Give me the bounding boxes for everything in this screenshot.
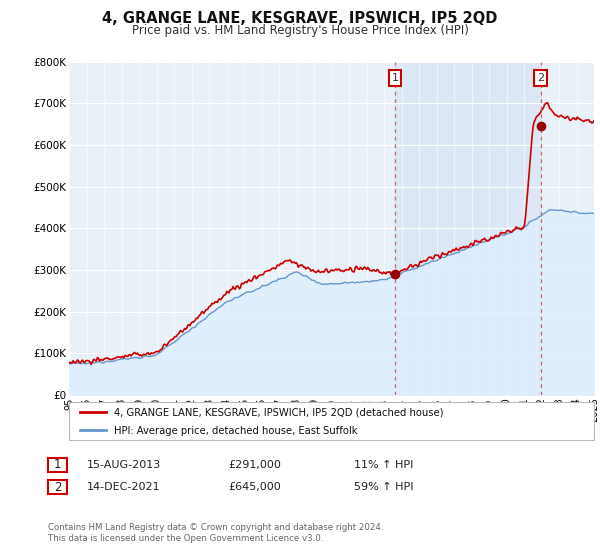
Text: 1: 1 <box>54 458 61 472</box>
Text: 59% ↑ HPI: 59% ↑ HPI <box>354 482 413 492</box>
Text: 4, GRANGE LANE, KESGRAVE, IPSWICH, IP5 2QD (detached house): 4, GRANGE LANE, KESGRAVE, IPSWICH, IP5 2… <box>113 408 443 418</box>
Text: This data is licensed under the Open Government Licence v3.0.: This data is licensed under the Open Gov… <box>48 534 323 543</box>
Bar <box>395 62 541 395</box>
Text: Contains HM Land Registry data © Crown copyright and database right 2024.: Contains HM Land Registry data © Crown c… <box>48 523 383 532</box>
Text: 11% ↑ HPI: 11% ↑ HPI <box>354 460 413 470</box>
Text: £645,000: £645,000 <box>228 482 281 492</box>
Text: 15-AUG-2013: 15-AUG-2013 <box>87 460 161 470</box>
Text: Price paid vs. HM Land Registry's House Price Index (HPI): Price paid vs. HM Land Registry's House … <box>131 24 469 36</box>
Text: 4, GRANGE LANE, KESGRAVE, IPSWICH, IP5 2QD: 4, GRANGE LANE, KESGRAVE, IPSWICH, IP5 2… <box>103 11 497 26</box>
Text: 2: 2 <box>537 73 544 83</box>
Text: HPI: Average price, detached house, East Suffolk: HPI: Average price, detached house, East… <box>113 426 357 436</box>
Text: 2: 2 <box>54 480 61 494</box>
Text: 1: 1 <box>391 73 398 83</box>
Text: £291,000: £291,000 <box>228 460 281 470</box>
Text: 14-DEC-2021: 14-DEC-2021 <box>87 482 161 492</box>
